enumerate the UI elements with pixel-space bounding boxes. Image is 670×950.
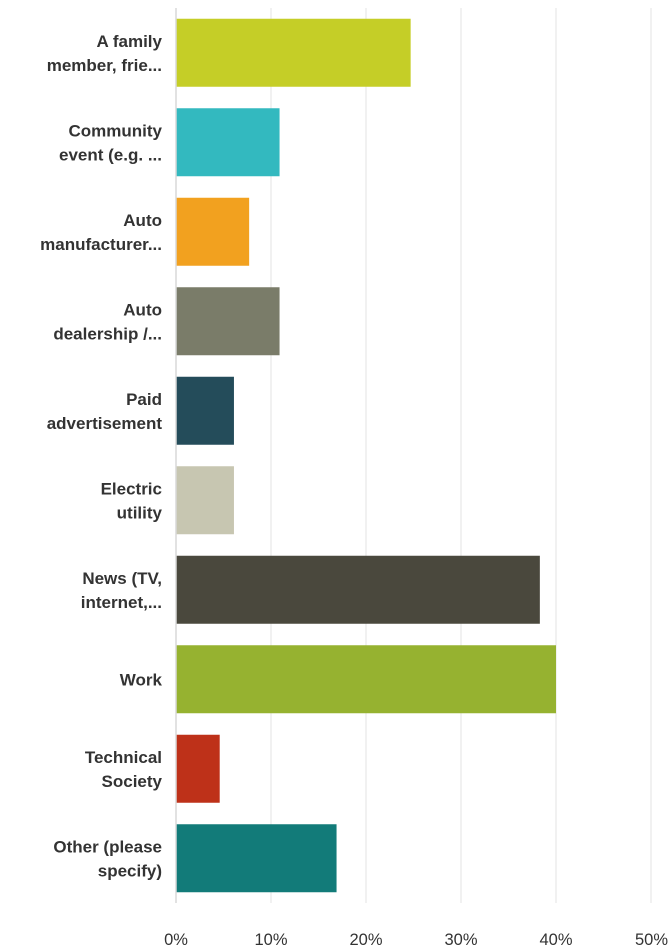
category-label: member, frie... xyxy=(47,56,162,75)
x-tick-label: 0% xyxy=(164,931,188,949)
category-label: event (e.g. ... xyxy=(59,145,162,164)
x-tick-label: 20% xyxy=(349,931,382,949)
bar xyxy=(176,824,337,893)
category-label: Community xyxy=(69,121,163,140)
bar xyxy=(176,108,280,177)
category-label: internet,... xyxy=(81,593,162,612)
category-label: Auto xyxy=(123,300,162,319)
bar xyxy=(176,376,234,445)
category-label: Society xyxy=(102,772,163,791)
bar xyxy=(176,734,220,803)
category-label: A family xyxy=(96,32,162,51)
category-label: Other (please xyxy=(53,837,162,856)
category-label: dealership /... xyxy=(53,324,162,343)
x-axis-ticks: 0% 10% 20% 30% 40% 50% xyxy=(164,931,668,949)
gridlines xyxy=(270,8,652,903)
category-labels: A family member, frie... Community event (e… xyxy=(40,32,162,881)
category-label: Technical xyxy=(85,748,162,767)
bar xyxy=(176,197,250,266)
bar xyxy=(176,287,280,356)
bar xyxy=(176,18,411,87)
bar xyxy=(176,555,540,624)
x-tick-label: 30% xyxy=(444,931,477,949)
bars xyxy=(176,18,556,893)
x-tick-label: 50% xyxy=(635,931,668,949)
bar xyxy=(176,466,234,535)
category-label: Auto xyxy=(123,211,162,230)
bar xyxy=(176,645,556,714)
category-label: Work xyxy=(120,670,163,689)
category-label: Paid xyxy=(126,390,162,409)
x-tick-label: 10% xyxy=(254,931,287,949)
category-label: manufacturer... xyxy=(40,235,162,254)
x-tick-label: 40% xyxy=(539,931,572,949)
category-label: Electric xyxy=(101,479,162,498)
category-label: utility xyxy=(117,503,163,522)
category-label: News (TV, xyxy=(82,569,162,588)
category-label: specify) xyxy=(98,861,162,880)
category-label: advertisement xyxy=(47,414,163,433)
